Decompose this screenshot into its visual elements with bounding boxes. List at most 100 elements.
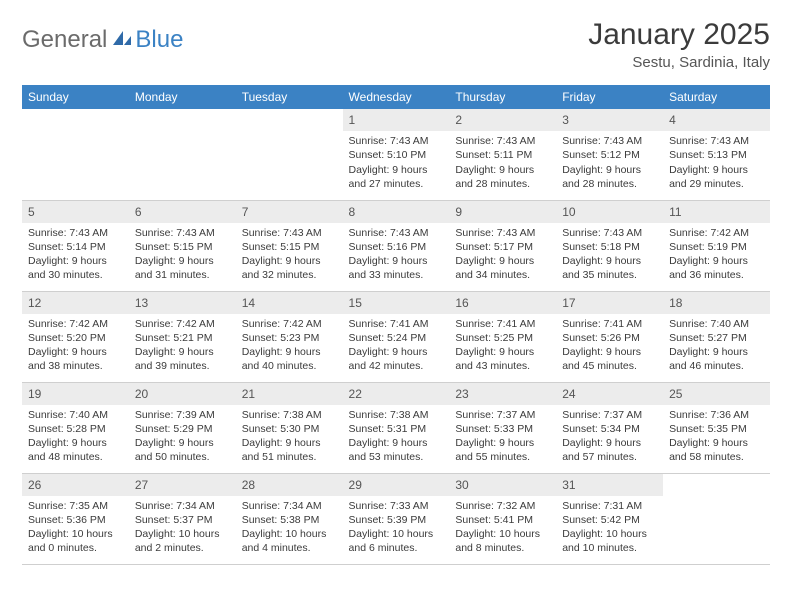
day-number: 27 (129, 474, 236, 496)
dl2-text: and 40 minutes. (242, 359, 337, 373)
dl2-text: and 55 minutes. (455, 450, 550, 464)
calendar-day-cell: 29Sunrise: 7:33 AMSunset: 5:39 PMDayligh… (343, 473, 450, 564)
dl2-text: and 30 minutes. (28, 268, 123, 282)
calendar-body: 1Sunrise: 7:43 AMSunset: 5:10 PMDaylight… (22, 109, 770, 564)
day-number: 24 (556, 383, 663, 405)
sunset-text: Sunset: 5:28 PM (28, 422, 123, 436)
calendar-day-cell: 30Sunrise: 7:32 AMSunset: 5:41 PMDayligh… (449, 473, 556, 564)
dl2-text: and 32 minutes. (242, 268, 337, 282)
calendar-day-cell: 28Sunrise: 7:34 AMSunset: 5:38 PMDayligh… (236, 473, 343, 564)
dl2-text: and 10 minutes. (562, 541, 657, 555)
sunset-text: Sunset: 5:11 PM (455, 148, 550, 162)
dl1-text: Daylight: 9 hours (562, 436, 657, 450)
calendar-day-cell: 20Sunrise: 7:39 AMSunset: 5:29 PMDayligh… (129, 382, 236, 473)
weekday-header: Wednesday (343, 85, 450, 109)
dl1-text: Daylight: 9 hours (28, 254, 123, 268)
dl2-text: and 51 minutes. (242, 450, 337, 464)
sunset-text: Sunset: 5:18 PM (562, 240, 657, 254)
day-number (236, 109, 343, 131)
calendar-day-cell: 5Sunrise: 7:43 AMSunset: 5:14 PMDaylight… (22, 200, 129, 291)
sunrise-text: Sunrise: 7:38 AM (349, 408, 444, 422)
dl2-text: and 28 minutes. (562, 177, 657, 191)
day-number: 2 (449, 109, 556, 131)
day-number: 14 (236, 292, 343, 314)
sunset-text: Sunset: 5:16 PM (349, 240, 444, 254)
calendar-week-row: 12Sunrise: 7:42 AMSunset: 5:20 PMDayligh… (22, 291, 770, 382)
sunrise-text: Sunrise: 7:34 AM (135, 499, 230, 513)
sunrise-text: Sunrise: 7:42 AM (669, 226, 764, 240)
day-number: 11 (663, 201, 770, 223)
calendar-day-cell: 26Sunrise: 7:35 AMSunset: 5:36 PMDayligh… (22, 473, 129, 564)
dl1-text: Daylight: 9 hours (28, 345, 123, 359)
dl2-text: and 31 minutes. (135, 268, 230, 282)
day-number: 23 (449, 383, 556, 405)
dl2-text: and 45 minutes. (562, 359, 657, 373)
calendar-day-cell: 15Sunrise: 7:41 AMSunset: 5:24 PMDayligh… (343, 291, 450, 382)
sunset-text: Sunset: 5:36 PM (28, 513, 123, 527)
sunset-text: Sunset: 5:14 PM (28, 240, 123, 254)
day-number: 16 (449, 292, 556, 314)
dl1-text: Daylight: 9 hours (349, 163, 444, 177)
sunrise-text: Sunrise: 7:42 AM (242, 317, 337, 331)
sunset-text: Sunset: 5:38 PM (242, 513, 337, 527)
dl1-text: Daylight: 9 hours (669, 254, 764, 268)
dl2-text: and 2 minutes. (135, 541, 230, 555)
calendar-week-row: 26Sunrise: 7:35 AMSunset: 5:36 PMDayligh… (22, 473, 770, 564)
calendar-day-cell: 4Sunrise: 7:43 AMSunset: 5:13 PMDaylight… (663, 109, 770, 200)
day-number: 28 (236, 474, 343, 496)
logo: General Blue (22, 18, 183, 54)
location-subtitle: Sestu, Sardinia, Italy (588, 54, 770, 71)
day-number (663, 474, 770, 496)
sunset-text: Sunset: 5:42 PM (562, 513, 657, 527)
dl1-text: Daylight: 10 hours (349, 527, 444, 541)
calendar-day-cell: 24Sunrise: 7:37 AMSunset: 5:34 PMDayligh… (556, 382, 663, 473)
sunrise-text: Sunrise: 7:43 AM (349, 134, 444, 148)
dl2-text: and 57 minutes. (562, 450, 657, 464)
dl1-text: Daylight: 9 hours (455, 436, 550, 450)
day-number (22, 109, 129, 131)
day-number: 5 (22, 201, 129, 223)
calendar-day-cell: 3Sunrise: 7:43 AMSunset: 5:12 PMDaylight… (556, 109, 663, 200)
dl2-text: and 39 minutes. (135, 359, 230, 373)
dl1-text: Daylight: 9 hours (562, 254, 657, 268)
day-number: 30 (449, 474, 556, 496)
day-number: 26 (22, 474, 129, 496)
calendar-day-cell: 13Sunrise: 7:42 AMSunset: 5:21 PMDayligh… (129, 291, 236, 382)
day-number: 18 (663, 292, 770, 314)
calendar-day-cell: 12Sunrise: 7:42 AMSunset: 5:20 PMDayligh… (22, 291, 129, 382)
dl2-text: and 50 minutes. (135, 450, 230, 464)
calendar-day-cell: 11Sunrise: 7:42 AMSunset: 5:19 PMDayligh… (663, 200, 770, 291)
calendar-day-cell: 8Sunrise: 7:43 AMSunset: 5:16 PMDaylight… (343, 200, 450, 291)
sunrise-text: Sunrise: 7:36 AM (669, 408, 764, 422)
day-number: 9 (449, 201, 556, 223)
dl2-text: and 35 minutes. (562, 268, 657, 282)
dl1-text: Daylight: 9 hours (455, 345, 550, 359)
dl1-text: Daylight: 10 hours (455, 527, 550, 541)
month-title: January 2025 (588, 18, 770, 52)
calendar-day-cell (22, 109, 129, 200)
dl1-text: Daylight: 9 hours (669, 436, 764, 450)
dl2-text: and 6 minutes. (349, 541, 444, 555)
sunrise-text: Sunrise: 7:31 AM (562, 499, 657, 513)
dl2-text: and 43 minutes. (455, 359, 550, 373)
day-number: 4 (663, 109, 770, 131)
sunset-text: Sunset: 5:41 PM (455, 513, 550, 527)
day-number: 31 (556, 474, 663, 496)
dl2-text: and 33 minutes. (349, 268, 444, 282)
calendar-day-cell: 14Sunrise: 7:42 AMSunset: 5:23 PMDayligh… (236, 291, 343, 382)
dl2-text: and 28 minutes. (455, 177, 550, 191)
weekday-header: Friday (556, 85, 663, 109)
calendar-table: Sunday Monday Tuesday Wednesday Thursday… (22, 85, 770, 565)
calendar-day-cell: 2Sunrise: 7:43 AMSunset: 5:11 PMDaylight… (449, 109, 556, 200)
day-number: 22 (343, 383, 450, 405)
weekday-header: Saturday (663, 85, 770, 109)
sunrise-text: Sunrise: 7:42 AM (28, 317, 123, 331)
sunset-text: Sunset: 5:23 PM (242, 331, 337, 345)
dl2-text: and 58 minutes. (669, 450, 764, 464)
dl1-text: Daylight: 9 hours (242, 436, 337, 450)
sunset-text: Sunset: 5:34 PM (562, 422, 657, 436)
sunset-text: Sunset: 5:29 PM (135, 422, 230, 436)
sunset-text: Sunset: 5:33 PM (455, 422, 550, 436)
dl2-text: and 27 minutes. (349, 177, 444, 191)
day-number: 10 (556, 201, 663, 223)
